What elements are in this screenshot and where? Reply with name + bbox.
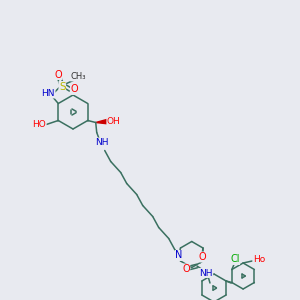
Text: HN: HN: [41, 89, 55, 98]
Text: OH: OH: [107, 117, 121, 126]
Text: Ho: Ho: [253, 254, 265, 263]
Text: NH: NH: [95, 138, 109, 147]
Polygon shape: [96, 119, 109, 124]
Text: Cl: Cl: [230, 254, 240, 265]
Text: CH₃: CH₃: [70, 72, 86, 81]
Text: N: N: [175, 250, 182, 260]
Text: S: S: [59, 82, 66, 92]
Text: O: O: [70, 85, 78, 94]
Text: O: O: [198, 252, 206, 262]
Text: NH: NH: [199, 268, 213, 278]
Text: O: O: [55, 70, 62, 80]
Text: HO: HO: [32, 120, 46, 129]
Text: O: O: [182, 264, 190, 274]
